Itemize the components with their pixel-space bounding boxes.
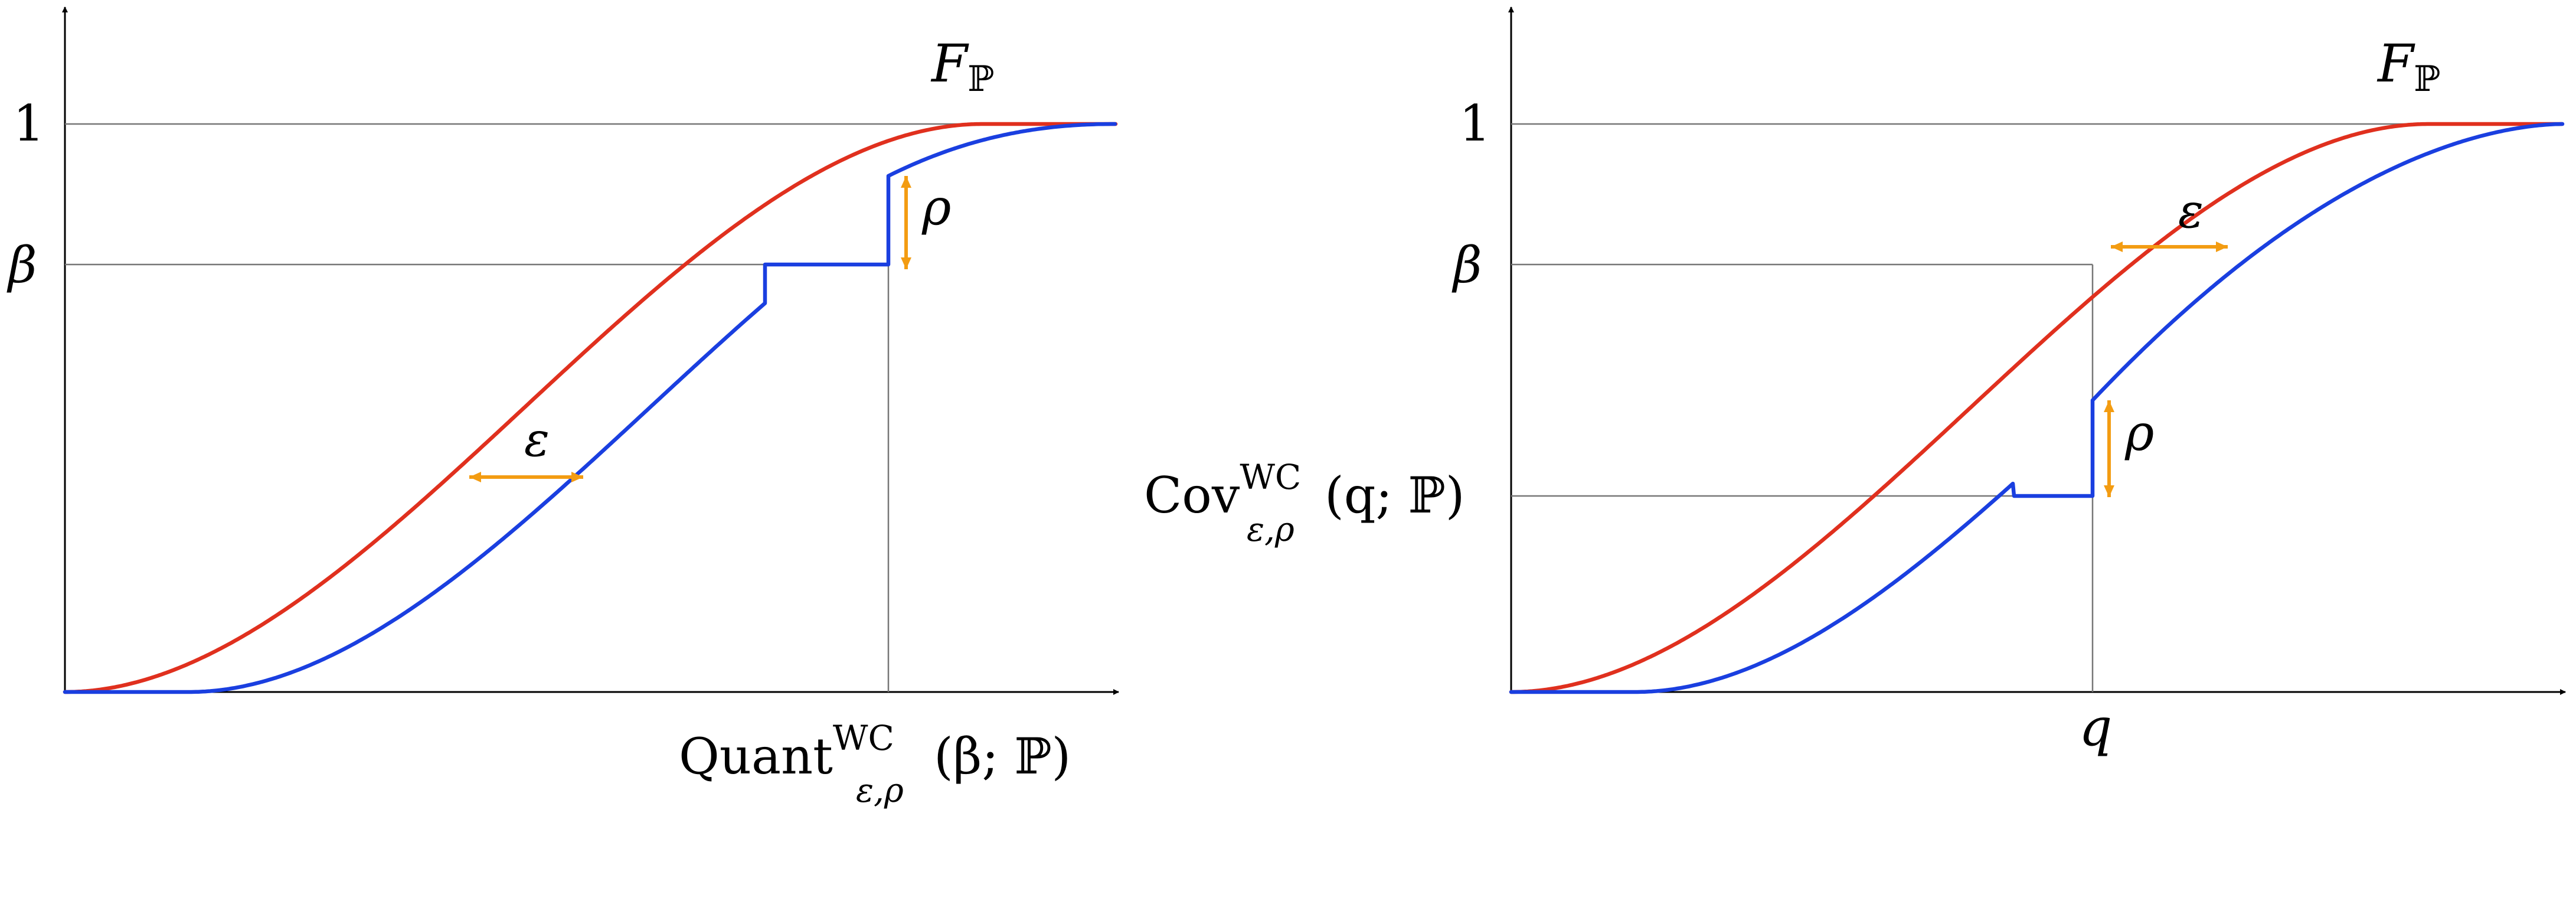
right-tick-one: 1 (1459, 94, 1490, 152)
left-rho-label: ρ (921, 178, 951, 236)
left-x-label: QuantWC ε,ρ(β; ℙ) (679, 718, 1071, 810)
left-panel: 1 β Fℙ ε ρ QuantWC ε,ρ(β; ℙ) (6, 6, 1119, 810)
right-blue-curve (1509, 122, 2565, 694)
left-tick-beta: β (6, 236, 37, 294)
right-x-label: q (2079, 697, 2112, 758)
left-curve-label: Fℙ (930, 33, 994, 100)
left-red-curve (63, 122, 1118, 694)
right-red-curve (1509, 122, 2564, 694)
right-epsilon-label: ε (2178, 184, 2204, 239)
left-epsilon-label: ε (524, 412, 550, 467)
right-curve-label: Fℙ (2376, 33, 2440, 100)
right-tick-beta: β (1452, 236, 1482, 294)
left-tick-one: 1 (13, 94, 44, 152)
left-blue-curve (63, 122, 1117, 694)
right-rho-label: ρ (2124, 404, 2154, 462)
right-panel: 1 β Fℙ ε ρ CovWC ε,ρ(q; ℙ) q (1144, 6, 2566, 758)
right-y-label: CovWC ε,ρ(q; ℙ) (1144, 457, 1464, 549)
